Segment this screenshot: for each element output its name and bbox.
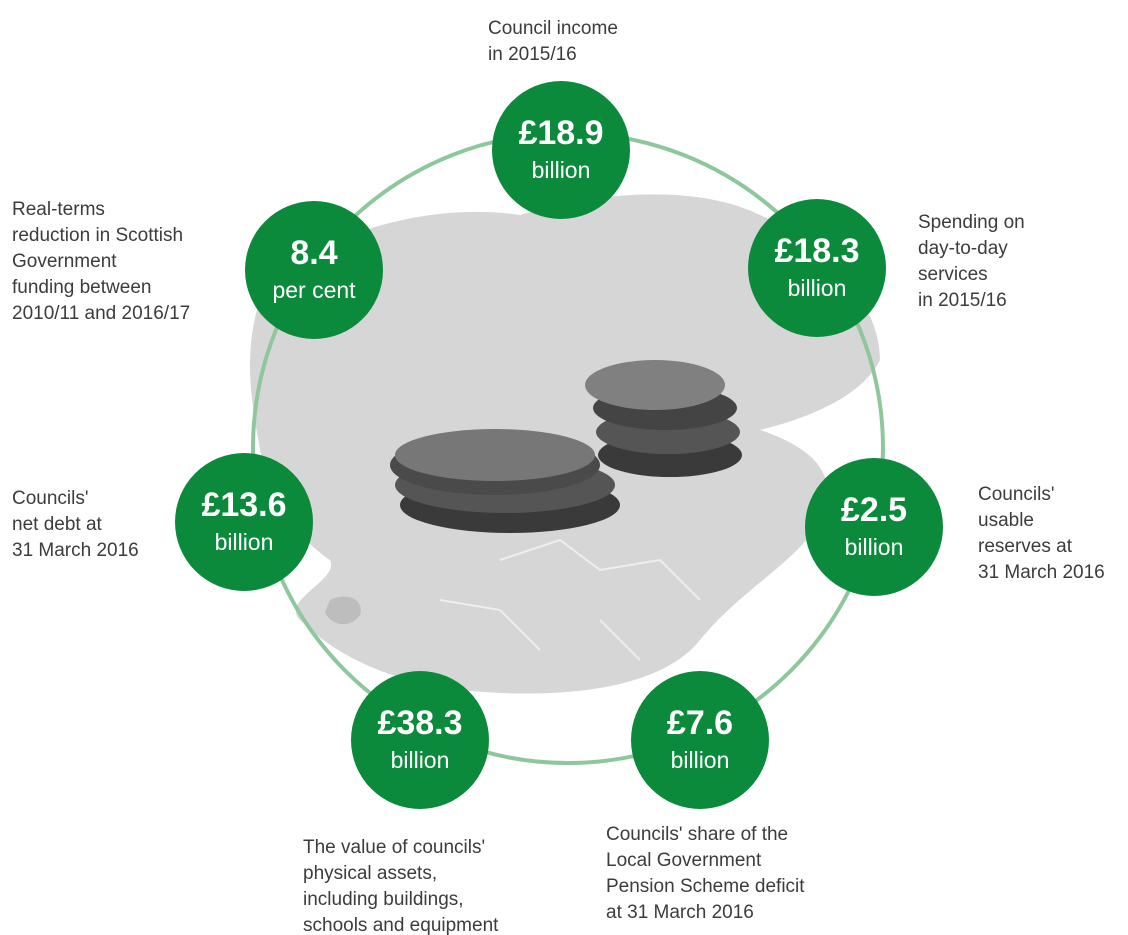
- value-badge: [245, 201, 383, 339]
- description: reduction in Scottish: [12, 225, 183, 246]
- unit: billion: [671, 747, 730, 773]
- value-badge: [805, 458, 943, 596]
- description: Local Government: [606, 850, 762, 871]
- value: £18.3: [774, 232, 859, 270]
- description: Real-terms: [12, 199, 105, 220]
- description: The value of councils': [303, 837, 485, 858]
- description: day-to-day: [918, 238, 1008, 259]
- description: including buildings,: [303, 889, 464, 910]
- description: 2010/11 and 2016/17: [12, 303, 190, 324]
- items: £18.9 billion Council income in 2015/16 £18.…: [12, 18, 1105, 935]
- map-borders: [439, 538, 701, 661]
- value: 8.4: [290, 234, 337, 272]
- value: £7.6: [667, 704, 733, 742]
- description: services: [918, 264, 988, 285]
- value-badge: [492, 81, 630, 219]
- unit: billion: [788, 275, 847, 301]
- value-badge: [748, 199, 886, 337]
- value-badge: [631, 671, 769, 809]
- value: £18.9: [518, 114, 603, 152]
- description: net debt at: [12, 514, 103, 535]
- description: Pension Scheme deficit: [606, 876, 805, 897]
- description: Spending on: [918, 212, 1025, 233]
- unit: billion: [845, 534, 904, 560]
- description: schools and equipment: [303, 915, 499, 935]
- coins: [390, 360, 742, 533]
- value: £2.5: [841, 491, 907, 529]
- description: at 31 March 2016: [606, 902, 754, 923]
- coin: [395, 429, 595, 481]
- description: Councils' share of the: [606, 824, 788, 845]
- description: funding between: [12, 277, 151, 298]
- description: Councils': [978, 484, 1055, 505]
- unit: per cent: [272, 277, 356, 303]
- description: reserves at: [978, 536, 1073, 557]
- unit: billion: [391, 747, 450, 773]
- coin: [585, 360, 725, 410]
- unit: billion: [532, 157, 591, 183]
- unit: billion: [215, 529, 274, 555]
- description: Council income: [488, 18, 618, 39]
- map-island: [325, 596, 361, 625]
- description: 31 March 2016: [12, 540, 139, 561]
- value-badge: [175, 453, 313, 591]
- value: £13.6: [201, 486, 286, 524]
- description: usable: [978, 510, 1034, 531]
- description: in 2015/16: [488, 44, 577, 65]
- value-badge: [351, 671, 489, 809]
- description: Councils': [12, 488, 89, 509]
- description: 31 March 2016: [978, 562, 1105, 583]
- description: Government: [12, 251, 117, 272]
- description: in 2015/16: [918, 290, 1007, 311]
- value: £38.3: [377, 704, 462, 742]
- description: physical assets,: [303, 863, 437, 884]
